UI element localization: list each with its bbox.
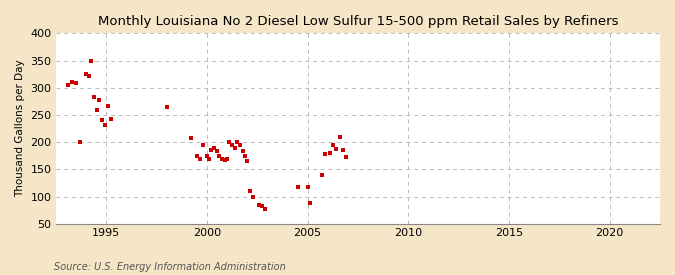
Point — [194, 156, 205, 161]
Point — [213, 154, 224, 158]
Point — [260, 207, 271, 211]
Point — [235, 143, 246, 147]
Y-axis label: Thousand Gallons per Day: Thousand Gallons per Day — [15, 60, 25, 197]
Point — [205, 148, 216, 153]
Point — [161, 104, 172, 109]
Point — [88, 95, 99, 99]
Point — [84, 74, 95, 78]
Point — [201, 154, 212, 158]
Point — [186, 136, 196, 141]
Point — [219, 157, 230, 162]
Point — [317, 173, 327, 177]
Point — [240, 154, 250, 158]
Title: Monthly Louisiana No 2 Diesel Low Sulfur 15-500 ppm Retail Sales by Refiners: Monthly Louisiana No 2 Diesel Low Sulfur… — [98, 15, 618, 28]
Point — [67, 80, 78, 84]
Point — [223, 140, 234, 144]
Point — [203, 156, 214, 161]
Point — [245, 189, 256, 193]
Point — [338, 148, 348, 153]
Point — [71, 81, 82, 86]
Point — [209, 145, 219, 150]
Point — [330, 147, 341, 151]
Point — [211, 149, 222, 154]
Point — [100, 123, 111, 127]
Point — [340, 155, 351, 160]
Text: Source: U.S. Energy Information Administration: Source: U.S. Energy Information Administ… — [54, 262, 286, 272]
Point — [97, 118, 107, 123]
Point — [230, 145, 240, 150]
Point — [198, 143, 209, 147]
Point — [324, 151, 335, 155]
Point — [238, 149, 248, 154]
Point — [304, 201, 315, 205]
Point — [302, 185, 313, 189]
Point — [327, 143, 338, 147]
Point — [192, 154, 202, 158]
Point — [86, 58, 97, 63]
Point — [106, 117, 117, 121]
Point — [92, 107, 103, 112]
Point — [319, 152, 330, 156]
Point — [242, 159, 252, 163]
Point — [221, 156, 232, 161]
Point — [292, 185, 303, 189]
Point — [248, 194, 259, 199]
Point — [75, 140, 86, 144]
Point — [227, 143, 238, 147]
Point — [103, 103, 113, 108]
Point — [94, 98, 105, 102]
Point — [254, 203, 265, 207]
Point — [232, 140, 242, 144]
Point — [80, 72, 91, 76]
Point — [257, 204, 268, 209]
Point — [334, 134, 345, 139]
Point — [217, 156, 227, 161]
Point — [63, 83, 74, 87]
